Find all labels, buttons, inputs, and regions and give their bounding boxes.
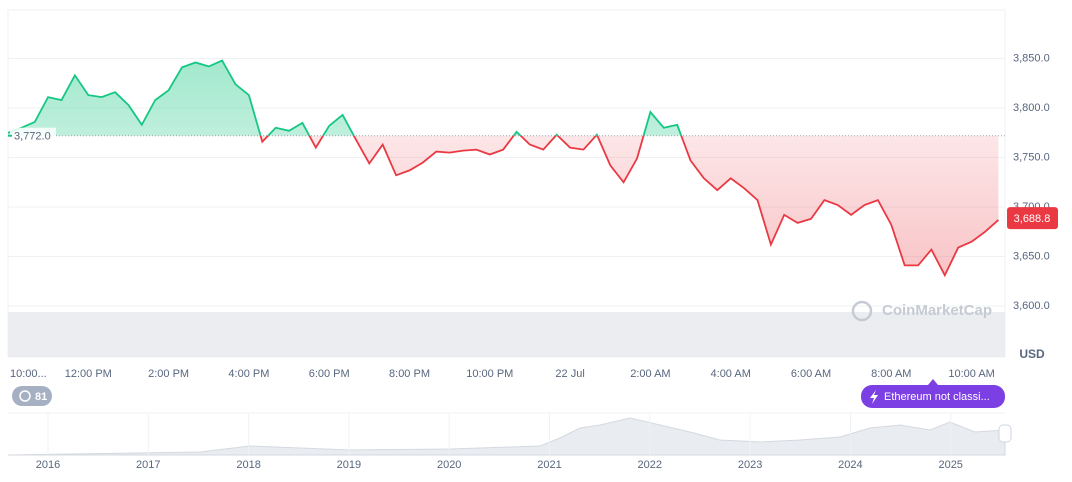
- x-tick-label: 10:00...: [10, 368, 47, 380]
- y-tick-label: 3,650.0: [1013, 250, 1050, 262]
- x-tick-label: 6:00 AM: [791, 368, 831, 380]
- year-label: 2016: [36, 459, 60, 471]
- x-tick-label: 10:00 PM: [466, 368, 513, 380]
- y-tick-label: 3,850.0: [1013, 52, 1050, 64]
- year-label: 2025: [938, 459, 962, 471]
- x-tick-label: 2:00 PM: [148, 368, 189, 380]
- x-tick-label: 10:00 AM: [948, 368, 994, 380]
- plot: [7, 59, 1005, 278]
- y-tick-label: 3,750.0: [1013, 151, 1050, 163]
- x-tick-label: 8:00 PM: [389, 368, 430, 380]
- x-tick-label: 2:00 AM: [630, 368, 670, 380]
- year-label: 2020: [437, 459, 461, 471]
- y-axis-unit: USD: [1019, 347, 1045, 361]
- last-price-tag: [1007, 207, 1058, 230]
- counter-text: 81: [35, 391, 47, 403]
- volume-band: [8, 312, 1005, 357]
- alert-text: Ethereum not classi...: [884, 391, 990, 403]
- x-tick-label: 12:00 PM: [65, 368, 112, 380]
- navigator: [7, 412, 1012, 456]
- navigator-handle[interactable]: [998, 424, 1012, 443]
- year-label: 2019: [337, 459, 361, 471]
- last-price-label: 3,688.8: [1014, 213, 1051, 225]
- price-line-down: [259, 135, 999, 278]
- x-tick-label: 22 Jul: [555, 368, 584, 380]
- year-label: 2017: [136, 459, 160, 471]
- x-tick-label: 6:00 PM: [309, 368, 350, 380]
- x-tick-label: 8:00 AM: [871, 368, 911, 380]
- area-down: [8, 135, 999, 276]
- baseline-label: 3,772.0: [14, 131, 51, 143]
- baseline-label-bg: [10, 127, 56, 144]
- navigator-years: 2016 2017 2018 2019 2020 2021 2022 2023 2024 2025: [36, 413, 963, 471]
- x-tick-label: 4:00 AM: [711, 368, 751, 380]
- area-up: [8, 60, 682, 136]
- y-tick-label: 3,600.0: [1013, 300, 1050, 312]
- year-label: 2018: [236, 459, 260, 471]
- watermark-logo: [851, 300, 873, 322]
- price-line-up: [7, 59, 683, 136]
- year-label: 2024: [838, 459, 862, 471]
- year-label: 2022: [638, 459, 662, 471]
- watermark: CoinMarketCap: [882, 302, 992, 319]
- year-label: 2021: [537, 459, 561, 471]
- history-counter[interactable]: 81: [12, 386, 52, 406]
- alert-tag[interactable]: Ethereum not classi...: [861, 379, 1005, 408]
- year-label: 2023: [738, 459, 762, 471]
- y-tick-label: 3,800.0: [1013, 102, 1050, 114]
- x-tick-label: 4:00 PM: [228, 368, 269, 380]
